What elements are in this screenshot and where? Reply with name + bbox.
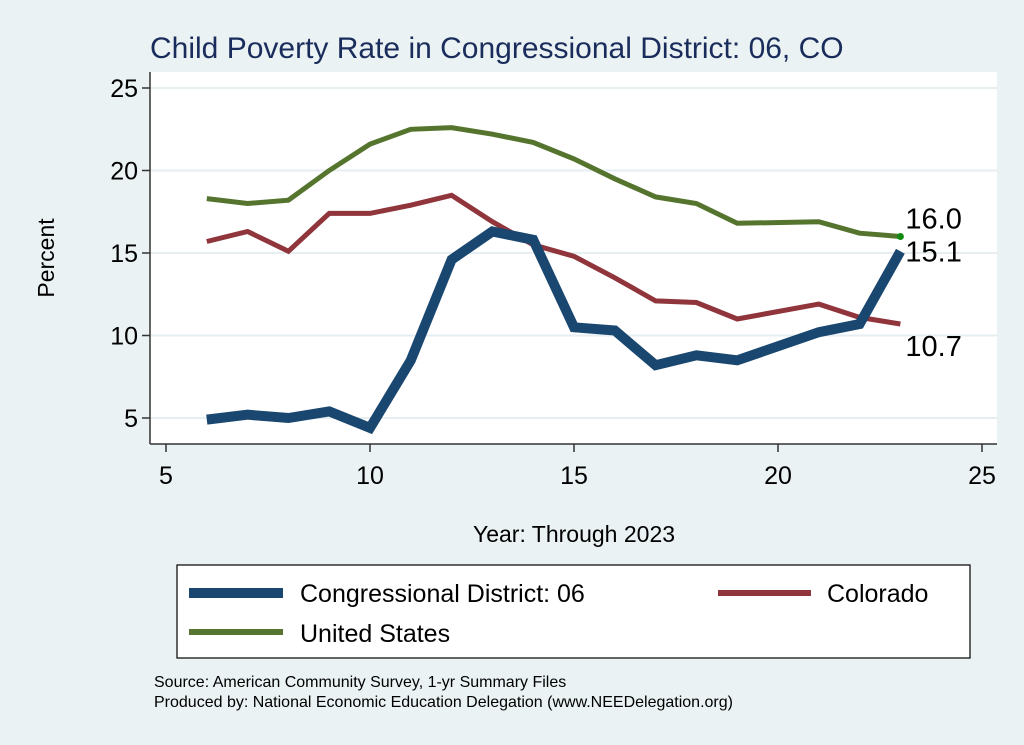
y-tick-label: 15 xyxy=(110,240,138,268)
x-tick-label: 10 xyxy=(356,462,384,490)
y-axis-ticks: 5 10 15 20 25 xyxy=(110,75,150,433)
x-tick-label: 25 xyxy=(968,462,996,490)
chart-title: Child Poverty Rate in Congressional Dist… xyxy=(150,32,844,65)
source-note: Source: American Community Survey, 1-yr … xyxy=(154,674,566,691)
end-label-colorado: 10.7 xyxy=(905,331,961,363)
legend-box xyxy=(176,564,971,659)
x-tick-label: 20 xyxy=(764,462,792,490)
end-label-cd06: 15.1 xyxy=(905,236,961,268)
end-marker-united-states xyxy=(896,233,904,240)
end-labels: 15.1 10.7 16.0 xyxy=(905,204,961,363)
y-tick-label: 10 xyxy=(110,323,138,351)
x-tick-label: 5 xyxy=(159,462,173,490)
x-tick-label: 15 xyxy=(560,462,588,490)
y-tick-label: 20 xyxy=(110,158,138,186)
producer-note: Produced by: National Economic Education… xyxy=(154,694,733,711)
legend-label-colorado: Colorado xyxy=(827,580,928,608)
x-axis-title: Year: Through 2023 xyxy=(473,521,675,547)
series-layer xyxy=(206,125,905,435)
legend: Congressional District: 06 Colorado Unit… xyxy=(176,564,971,659)
end-label-united-states: 16.0 xyxy=(905,204,961,236)
y-tick-label: 5 xyxy=(124,405,138,433)
x-axis-ticks: 5 10 15 20 25 xyxy=(159,444,996,490)
y-axis-title: Percent xyxy=(33,218,59,298)
y-tick-label: 25 xyxy=(110,75,138,103)
legend-label-united-states: United States xyxy=(300,620,450,648)
legend-label-cd06: Congressional District: 06 xyxy=(300,580,585,608)
